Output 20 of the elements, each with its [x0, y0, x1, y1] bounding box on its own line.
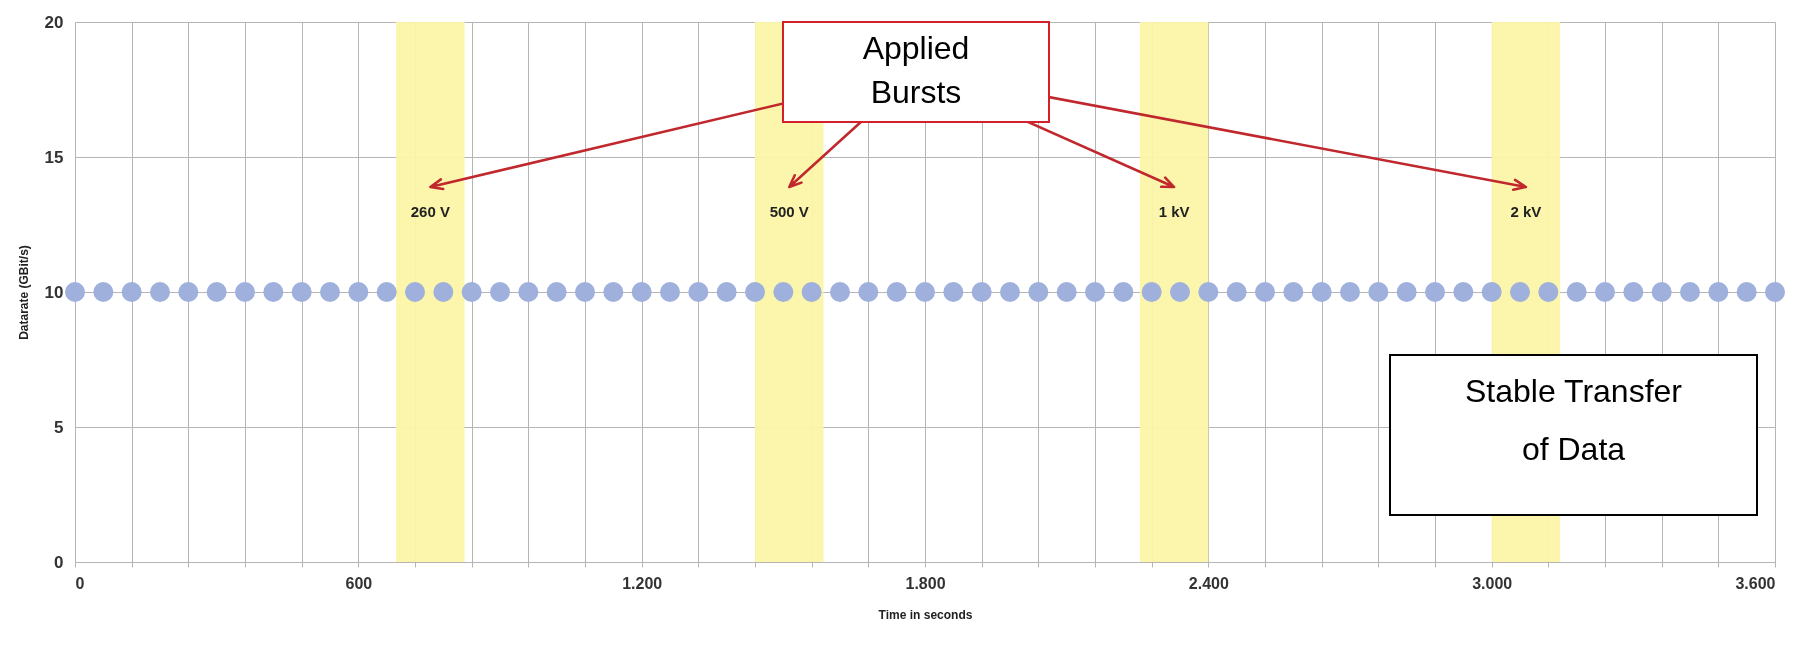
y-tick-label: 20 — [44, 12, 64, 32]
y-tick-label: 0 — [54, 552, 64, 572]
band-label: 500 V — [769, 203, 809, 220]
y-tick-label: 15 — [44, 147, 64, 167]
x-tick-label: 0 — [75, 574, 85, 592]
x-tick-label: 1.800 — [905, 574, 946, 592]
x-tick-label: 1.200 — [622, 574, 663, 592]
annotation: Applied Bursts — [862, 30, 970, 110]
annotation: Stable Transfer of Data — [1465, 373, 1683, 467]
band-label: 1 kV — [1158, 203, 1190, 220]
x-axis-title: Time in seconds — [878, 607, 973, 622]
x-tick-label: 2.400 — [1188, 574, 1229, 592]
x-tick-label: 3.000 — [1472, 574, 1513, 592]
y-tick-label: 10 — [44, 282, 64, 302]
band-label: 260 V — [410, 203, 450, 220]
y-axis-title: Datarate (GBit/s) — [16, 245, 31, 340]
band-label: 2 kV — [1510, 203, 1542, 220]
x-tick-label: 600 — [345, 574, 373, 592]
x-tick-label: 3.600 — [1735, 574, 1776, 592]
y-tick-label: 5 — [54, 417, 64, 437]
